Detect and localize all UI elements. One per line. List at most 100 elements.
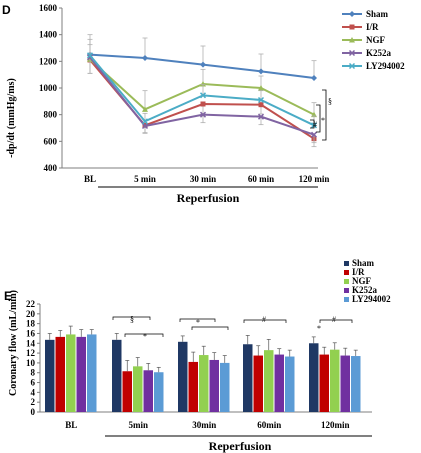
panel-e-sig-5min-a: § bbox=[130, 315, 134, 324]
panel-d-point-sham bbox=[258, 68, 264, 75]
panel-e-bar-i-r bbox=[253, 355, 263, 412]
panel-e-bar-ly294002 bbox=[154, 372, 164, 412]
panel-e-x-ticks: BL 5min 30min 60min 120min bbox=[65, 420, 349, 430]
panel-d-point-k252a bbox=[141, 122, 149, 130]
panel-e-y-tick-label: 18 bbox=[26, 319, 36, 329]
panel-d-legend-marker bbox=[349, 11, 355, 17]
panel-d-legend-item-k252a: K252a bbox=[342, 48, 392, 58]
panel-e-y-tick-label: 22 bbox=[26, 299, 36, 309]
panel-e-y-tick-label: 12 bbox=[26, 348, 36, 358]
panel-e-sig-bracket-5min-a bbox=[112, 316, 151, 320]
panel-d-series-k252a bbox=[86, 54, 318, 144]
panel-d-sig-hash: # bbox=[313, 120, 317, 129]
panel-d-sig-star: * bbox=[321, 116, 325, 125]
panel-d-point-k252a bbox=[199, 111, 207, 118]
panel-e-series-sham bbox=[45, 333, 319, 412]
panel-d-x-tick-5-min: 5 min bbox=[134, 174, 156, 184]
panel-d-sig-section: § bbox=[328, 97, 332, 106]
panel-e: E Coronary flow (mL/min) 024681012141618… bbox=[4, 258, 391, 453]
panel-e-label: E bbox=[4, 289, 12, 303]
panel-d-point-ly294002 bbox=[141, 118, 149, 125]
panel-d: D -dp/dt (mmHg/ms) 400 600 800 1000 1200 1400… bbox=[2, 3, 405, 205]
panel-d-legend: Sham I/R NGF K252a LY294002 bbox=[342, 9, 405, 71]
panel-d-point-i-r bbox=[200, 101, 206, 107]
panel-d-reperfusion-label: Reperfusion bbox=[177, 191, 240, 205]
panel-d-point-ly294002 bbox=[86, 52, 94, 59]
panel-e-legend-label: LY294002 bbox=[352, 294, 391, 304]
panel-d-sig-bracket-inner bbox=[310, 119, 315, 129]
panel-e-bar-i-r bbox=[319, 354, 329, 412]
panel-d-sig-bracket-outer bbox=[322, 89, 327, 141]
panel-d-legend-label: K252a bbox=[366, 48, 392, 58]
panel-d-legend-marker bbox=[349, 24, 355, 30]
panel-d-point-sham bbox=[311, 75, 317, 81]
panel-e-legend-item-k252a: K252a bbox=[344, 285, 378, 295]
panel-e-x-tick-120min: 120min bbox=[321, 420, 350, 430]
panel-e-bar-k252a bbox=[274, 354, 284, 412]
panel-d-point-ly294002 bbox=[199, 92, 207, 99]
panel-e-bars bbox=[45, 325, 361, 412]
panel-d-y-tick-label: 400 bbox=[44, 163, 58, 173]
panel-d-x-tick-120-min: 120 min bbox=[299, 174, 330, 184]
panel-e-sig-bracket-5min-b bbox=[124, 333, 164, 337]
panel-d-x-ticks: BL 5 min 30 min 60 min 120 min bbox=[84, 174, 329, 184]
panel-e-bar-ngf bbox=[66, 334, 76, 412]
panel-e-sig-bracket-120min bbox=[319, 319, 353, 323]
panel-d-legend-label: LY294002 bbox=[366, 61, 405, 71]
panel-e-legend-swatch bbox=[344, 297, 349, 302]
panel-e-bar-ly294002 bbox=[285, 356, 295, 412]
panel-e-y-tick-label: 16 bbox=[26, 328, 36, 338]
panel-e-y-tick-label: 8 bbox=[31, 368, 36, 378]
panel-e-sig-bracket-30min-b bbox=[191, 326, 229, 330]
panel-e-legend-label: K252a bbox=[352, 285, 378, 295]
panel-d-y-axis-title: -dp/dt (mmHg/ms) bbox=[6, 78, 17, 158]
panel-e-legend-swatch bbox=[344, 279, 349, 284]
panel-e-sig-5min-b: * bbox=[143, 332, 147, 341]
panel-e-bar-k252a bbox=[340, 355, 350, 412]
panel-e-bar-ly294002 bbox=[220, 362, 230, 412]
panel-e-bar-i-r bbox=[188, 361, 198, 412]
panel-d-point-ngf bbox=[200, 81, 206, 87]
panel-d-point-k252a bbox=[257, 113, 265, 120]
panel-e-bar-ngf bbox=[264, 350, 274, 412]
panel-d-point-ngf bbox=[142, 106, 148, 112]
panel-e-legend-item-ly294002: LY294002 bbox=[344, 294, 391, 304]
panel-d-y-ticks: 400 600 800 1000 1200 1400 1600 bbox=[39, 3, 62, 173]
panel-d-y-tick-label: 800 bbox=[44, 110, 58, 120]
panel-d-legend-item-i-r: I/R bbox=[342, 22, 379, 32]
panel-e-sig-120min-b: # bbox=[332, 315, 336, 324]
panel-e-bar-ly294002 bbox=[351, 356, 361, 412]
panel-e-bar-ngf bbox=[330, 349, 340, 412]
panel-d-point-ngf bbox=[258, 85, 264, 91]
panel-e-series-k252a bbox=[76, 329, 350, 412]
panel-e-sig-30min-a: * bbox=[196, 318, 200, 327]
panel-e-x-tick-5min: 5min bbox=[128, 420, 148, 430]
panel-e-legend-item-ngf: NGF bbox=[344, 276, 372, 286]
panel-d-legend-label: Sham bbox=[366, 9, 389, 19]
panel-e-y-tick-label: 20 bbox=[26, 309, 36, 319]
panel-d-legend-label: NGF bbox=[366, 35, 386, 45]
panel-e-legend-swatch bbox=[344, 261, 349, 266]
panel-e-bar-ngf bbox=[133, 366, 143, 412]
panel-d-series-ly294002 bbox=[86, 38, 318, 129]
panel-e-legend-label: I/R bbox=[352, 267, 365, 277]
panel-d-point-sham bbox=[200, 61, 206, 68]
panel-e-x-tick-30min: 30min bbox=[192, 420, 216, 430]
panel-e-bar-k252a bbox=[143, 370, 153, 412]
panel-e-y-tick-label: 14 bbox=[26, 338, 36, 348]
panel-e-reperfusion-label: Reperfusion bbox=[209, 439, 272, 453]
panel-e-legend-swatch bbox=[344, 288, 349, 293]
panel-e-series-ly294002 bbox=[87, 329, 361, 412]
panel-e-bar-sham bbox=[309, 343, 319, 412]
panel-d-x-tick-60-min: 60 min bbox=[248, 174, 274, 184]
panel-e-legend-label: Sham bbox=[352, 258, 375, 268]
panel-e-y-tick-label: 0 bbox=[31, 407, 36, 417]
panel-d-point-i-r bbox=[258, 102, 264, 108]
panel-e-bar-k252a bbox=[209, 359, 219, 412]
panel-e-significance: § * * # * # bbox=[112, 315, 353, 341]
panel-d-legend-item-ngf: NGF bbox=[342, 35, 386, 45]
panel-d-legend-marker bbox=[348, 49, 356, 57]
